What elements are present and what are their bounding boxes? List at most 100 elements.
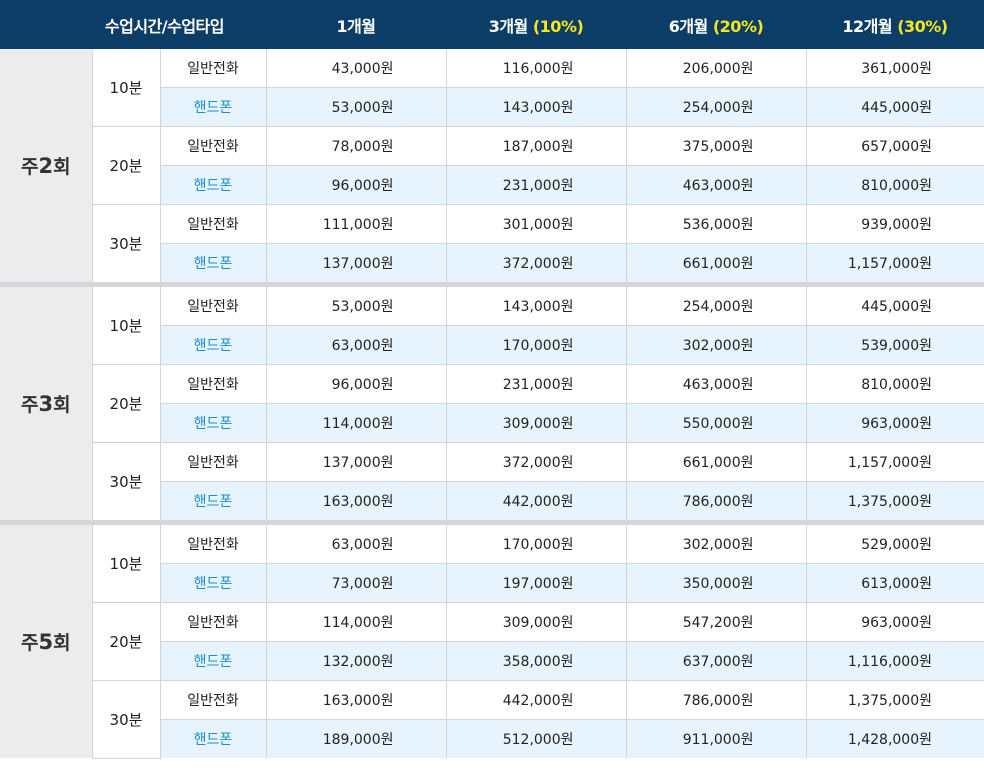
price-cell: 1,157,000원: [806, 243, 984, 285]
price-cell: 512,000원: [446, 719, 627, 758]
price-cell: 96,000원: [266, 364, 447, 404]
table-row: 30분 일반전화 163,000원 442,000원 786,000원 1,375,000…: [0, 680, 984, 759]
table-row: 20분 일반전화 114,000원 309,000원 547,200원 963,000원: [0, 602, 984, 681]
table-row: 주2회 10분 일반전화 43,000원 116,000원 206,000원 361,000…: [0, 49, 984, 285]
table-row: 핸드폰 163,000원 442,000원 786,000원 1,375,000원: [0, 481, 984, 523]
type-landline: 일반전화: [160, 126, 267, 166]
period-discount: (10%): [532, 16, 584, 36]
table-header: 수업시간/수업타입 1개월 3개월 (10%) 6개월 (20%) 12개월 (…: [0, 0, 984, 49]
price-cell: 442,000원: [446, 481, 627, 523]
type-mobile: 핸드폰: [160, 641, 267, 681]
price-cell: 786,000원: [626, 481, 807, 523]
type-landline: 일반전화: [160, 602, 267, 642]
frequency-group: 주3회 10분 일반전화 53,000원 143,000원 254,000원 445,000…: [0, 282, 984, 523]
price-cell: 963,000원: [806, 403, 984, 443]
price-cell: 254,000원: [626, 282, 807, 326]
price-cell: 78,000원: [266, 126, 447, 166]
price-cell: 163,000원: [266, 481, 447, 523]
price-cell: 550,000원: [626, 403, 807, 443]
price-cell: 137,000원: [266, 243, 447, 285]
duration-label: 10분: [92, 520, 161, 603]
price-cell: 111,000원: [266, 204, 447, 244]
frequency-number: 3: [38, 392, 54, 416]
frequency-suffix: 회: [53, 394, 71, 416]
price-cell: 911,000원: [626, 719, 807, 758]
price-cell: 1,375,000원: [806, 680, 984, 720]
price-cell: 361,000원: [806, 49, 984, 88]
price-cell: 170,000원: [446, 520, 627, 564]
type-landline: 일반전화: [160, 204, 267, 244]
table-row: 핸드폰 63,000원 170,000원 302,000원 539,000원: [0, 325, 984, 365]
price-cell: 189,000원: [266, 719, 447, 758]
table-row: 20분 일반전화 96,000원 231,000원 463,000원 810,000원: [0, 364, 984, 443]
frequency-number: 5: [38, 630, 54, 654]
price-cell: 810,000원: [806, 364, 984, 404]
price-cell: 73,000원: [266, 563, 447, 603]
period-label: 12개월: [842, 16, 893, 36]
price-cell: 529,000원: [806, 520, 984, 564]
price-cell: 350,000원: [626, 563, 807, 603]
price-cell: 372,000원: [446, 243, 627, 285]
type-mobile: 핸드폰: [160, 165, 267, 205]
price-cell: 301,000원: [446, 204, 627, 244]
price-cell: 963,000원: [806, 602, 984, 642]
duration-label: 20분: [92, 602, 161, 681]
type-mobile: 핸드폰: [160, 87, 267, 127]
table-row: 핸드폰 137,000원 372,000원 661,000원 1,157,000원: [0, 243, 984, 285]
price-cell: 63,000원: [266, 325, 447, 365]
price-cell: 116,000원: [446, 49, 627, 88]
price-cell: 302,000원: [626, 520, 807, 564]
type-landline: 일반전화: [160, 680, 267, 720]
frequency-prefix: 주: [20, 632, 39, 654]
table-row: 20분 일반전화 78,000원 187,000원 375,000원 657,000원: [0, 126, 984, 205]
price-cell: 657,000원: [806, 126, 984, 166]
table-row: 주5회 10분 일반전화 63,000원 170,000원 302,000원 529,000…: [0, 520, 984, 758]
price-cell: 197,000원: [446, 563, 627, 603]
type-mobile: 핸드폰: [160, 719, 267, 758]
duration-label: 30분: [92, 204, 161, 285]
price-cell: 445,000원: [806, 282, 984, 326]
table-row: 핸드폰 53,000원 143,000원 254,000원 445,000원: [0, 87, 984, 127]
header-period-6m: 6개월 (20%): [626, 0, 806, 49]
price-cell: 1,116,000원: [806, 641, 984, 681]
price-cell: 547,200원: [626, 602, 807, 642]
price-cell: 231,000원: [446, 165, 627, 205]
period-label: 6개월: [668, 16, 709, 36]
frequency-label: 주2회: [0, 49, 93, 285]
duration-label: 30분: [92, 442, 161, 523]
price-cell: 939,000원: [806, 204, 984, 244]
price-cell: 358,000원: [446, 641, 627, 681]
frequency-prefix: 주: [20, 156, 39, 178]
price-cell: 53,000원: [266, 87, 447, 127]
header-period-1m: 1개월: [266, 0, 446, 49]
price-cell: 231,000원: [446, 364, 627, 404]
type-mobile: 핸드폰: [160, 403, 267, 443]
table-row: 핸드폰 73,000원 197,000원 350,000원 613,000원: [0, 563, 984, 603]
duration-label: 20분: [92, 126, 161, 205]
price-cell: 309,000원: [446, 602, 627, 642]
table-row: 핸드폰 114,000원 309,000원 550,000원 963,000원: [0, 403, 984, 443]
period-discount: (30%): [897, 16, 948, 36]
type-mobile: 핸드폰: [160, 563, 267, 603]
price-cell: 637,000원: [626, 641, 807, 681]
price-cell: 206,000원: [626, 49, 807, 88]
frequency-group: 주2회 10분 일반전화 43,000원 116,000원 206,000원 361,000…: [0, 49, 984, 285]
frequency-label: 주5회: [0, 520, 93, 758]
price-cell: 810,000원: [806, 165, 984, 205]
type-landline: 일반전화: [160, 442, 267, 482]
table-row: 핸드폰 189,000원 512,000원 911,000원 1,428,000원: [0, 719, 984, 758]
price-cell: 463,000원: [626, 364, 807, 404]
frequency-suffix: 회: [53, 156, 71, 178]
header-period-3m: 3개월 (10%): [446, 0, 626, 49]
price-cell: 132,000원: [266, 641, 447, 681]
price-cell: 254,000원: [626, 87, 807, 127]
table-row: 30분 일반전화 137,000원 372,000원 661,000원 1,157,000…: [0, 442, 984, 523]
price-cell: 163,000원: [266, 680, 447, 720]
header-period-12m: 12개월 (30%): [806, 0, 984, 49]
duration-label: 20분: [92, 364, 161, 443]
price-cell: 445,000원: [806, 87, 984, 127]
price-cell: 442,000원: [446, 680, 627, 720]
duration-label: 10분: [92, 282, 161, 365]
price-cell: 536,000원: [626, 204, 807, 244]
price-cell: 1,157,000원: [806, 442, 984, 482]
